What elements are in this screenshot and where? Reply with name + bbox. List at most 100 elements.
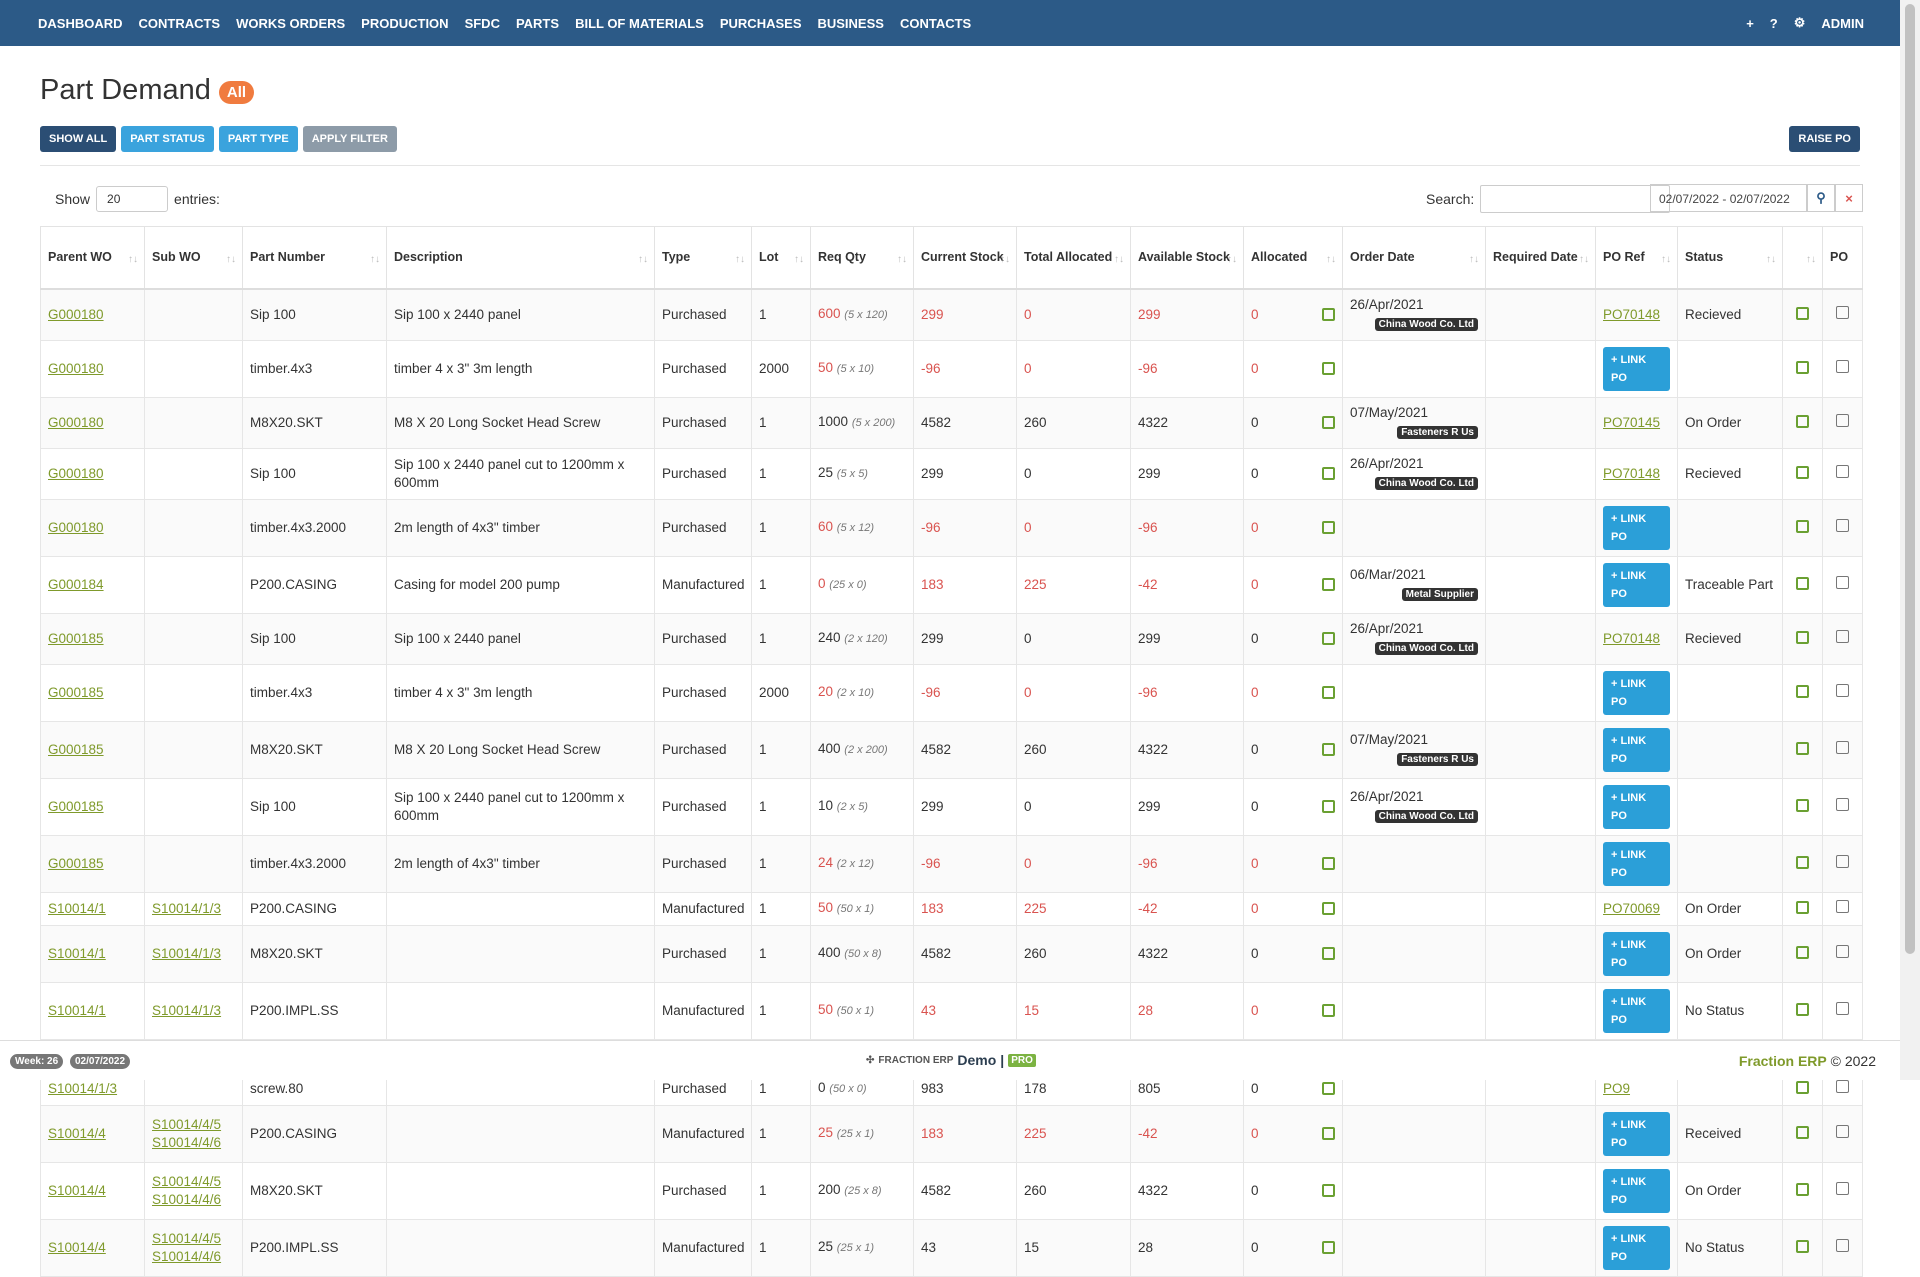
po-ref-link[interactable]: PO70148 — [1603, 306, 1661, 322]
nav-item[interactable]: SFDC — [464, 15, 500, 31]
search-button[interactable]: ⚲ — [1807, 184, 1835, 212]
edit-icon[interactable] — [1322, 361, 1335, 375]
sub-wo-link[interactable]: S10014/4/6 — [152, 1248, 222, 1264]
edit-icon[interactable] — [1796, 1080, 1809, 1094]
po-checkbox[interactable] — [1836, 854, 1849, 868]
nav-item[interactable]: BUSINESS — [817, 15, 884, 31]
parent-wo-link[interactable]: S10014/1 — [48, 1002, 106, 1018]
edit-icon[interactable] — [1322, 1183, 1335, 1197]
parent-wo-link[interactable]: G000180 — [48, 519, 104, 535]
parent-wo-link[interactable]: G000185 — [48, 741, 104, 757]
po-checkbox[interactable] — [1836, 413, 1849, 427]
parent-wo-link[interactable]: G000184 — [48, 576, 104, 592]
edit-icon[interactable] — [1322, 856, 1335, 870]
po-checkbox[interactable] — [1836, 1238, 1849, 1252]
edit-icon[interactable] — [1796, 684, 1809, 698]
edit-icon[interactable] — [1796, 741, 1809, 755]
parent-wo-link[interactable]: G000180 — [48, 306, 104, 322]
link-po-button[interactable]: LINK PO — [1603, 841, 1670, 886]
link-po-button[interactable]: LINK PO — [1603, 1225, 1670, 1270]
date-range[interactable]: 02/07/2022 - 02/07/2022 — [1650, 184, 1807, 212]
sub-wo-link[interactable]: S10014/1/3 — [152, 900, 222, 916]
parent-wo-link[interactable]: S10014/4 — [48, 1182, 106, 1198]
edit-icon[interactable] — [1796, 1125, 1809, 1139]
filter-button[interactable]: APPLY FILTER — [302, 126, 397, 152]
column-header[interactable]: Description — [386, 226, 655, 290]
column-header[interactable]: Req Qty — [810, 226, 914, 290]
edit-icon[interactable] — [1322, 901, 1335, 915]
po-checkbox[interactable] — [1836, 1124, 1849, 1138]
edit-icon[interactable] — [1796, 1239, 1809, 1253]
parent-wo-link[interactable]: S10014/4 — [48, 1239, 106, 1255]
column-header[interactable]: Total Allocated — [1016, 226, 1131, 290]
link-po-button[interactable]: LINK PO — [1603, 346, 1670, 391]
po-checkbox[interactable] — [1836, 1079, 1849, 1093]
edit-icon[interactable] — [1796, 576, 1809, 590]
column-header[interactable]: Required Date — [1485, 226, 1596, 290]
link-po-button[interactable]: LINK PO — [1603, 670, 1670, 715]
column-header[interactable]: Parent WO — [40, 226, 145, 290]
edit-icon[interactable] — [1796, 1002, 1809, 1016]
edit-icon[interactable] — [1796, 1182, 1809, 1196]
column-header[interactable]: Type — [654, 226, 752, 290]
edit-icon[interactable] — [1322, 1003, 1335, 1017]
settings-icon[interactable]: ⚙ — [1793, 15, 1806, 30]
parent-wo-link[interactable]: S10014/1 — [48, 900, 106, 916]
search-input[interactable] — [1480, 185, 1671, 213]
edit-icon[interactable] — [1796, 414, 1809, 428]
nav-item[interactable]: PARTS — [515, 15, 560, 31]
po-checkbox[interactable] — [1836, 944, 1849, 958]
parent-wo-link[interactable]: G000185 — [48, 798, 104, 814]
po-ref-link[interactable]: PO70148 — [1603, 630, 1661, 646]
edit-icon[interactable] — [1322, 307, 1335, 321]
help-icon[interactable]: ? — [1769, 15, 1778, 31]
sub-wo-link[interactable]: S10014/4/6 — [152, 1191, 222, 1207]
filter-button[interactable]: PART TYPE — [218, 126, 298, 152]
edit-icon[interactable] — [1322, 466, 1335, 480]
edit-icon[interactable] — [1796, 900, 1809, 914]
po-ref-link[interactable]: PO70148 — [1603, 465, 1661, 481]
edit-icon[interactable] — [1796, 630, 1809, 644]
edit-icon[interactable] — [1796, 465, 1809, 479]
link-po-button[interactable]: LINK PO — [1603, 505, 1670, 550]
parent-wo-link[interactable]: G000185 — [48, 630, 104, 646]
link-po-button[interactable]: LINK PO — [1603, 784, 1670, 829]
filter-button[interactable]: SHOW ALL — [40, 126, 117, 152]
column-header[interactable]: Part Number — [242, 226, 387, 290]
link-po-button[interactable]: LINK PO — [1603, 1111, 1670, 1156]
add-icon[interactable]: + — [1746, 15, 1754, 31]
link-po-button[interactable]: LINK PO — [1603, 988, 1670, 1033]
filter-button[interactable]: PART STATUS — [121, 126, 214, 152]
edit-icon[interactable] — [1322, 1240, 1335, 1254]
user-menu[interactable]: ADMIN — [1821, 15, 1864, 31]
edit-icon[interactable] — [1796, 945, 1809, 959]
column-header[interactable]: PO — [1822, 226, 1863, 290]
po-checkbox[interactable] — [1836, 464, 1849, 478]
edit-icon[interactable] — [1322, 946, 1335, 960]
column-header[interactable]: Allocated — [1243, 226, 1343, 290]
parent-wo-link[interactable]: G000180 — [48, 465, 104, 481]
sub-wo-link[interactable]: S10014/4/5 — [152, 1116, 222, 1132]
edit-icon[interactable] — [1322, 520, 1335, 534]
nav-item[interactable]: PRODUCTION — [361, 15, 449, 31]
scrollbar[interactable] — [1900, 0, 1920, 1080]
po-checkbox[interactable] — [1836, 683, 1849, 697]
clear-button[interactable]: × — [1835, 184, 1863, 212]
parent-wo-link[interactable]: S10014/4 — [48, 1125, 106, 1141]
edit-icon[interactable] — [1796, 306, 1809, 320]
sub-wo-link[interactable]: S10014/4/5 — [152, 1173, 222, 1189]
po-ref-link[interactable]: PO70145 — [1603, 414, 1661, 430]
edit-icon[interactable] — [1322, 1126, 1335, 1140]
po-checkbox[interactable] — [1836, 899, 1849, 913]
edit-icon[interactable] — [1796, 519, 1809, 533]
po-checkbox[interactable] — [1836, 305, 1849, 319]
po-checkbox[interactable] — [1836, 1001, 1849, 1015]
edit-icon[interactable] — [1796, 360, 1809, 374]
po-checkbox[interactable] — [1836, 518, 1849, 532]
edit-icon[interactable] — [1322, 685, 1335, 699]
column-header[interactable]: Available Stock — [1130, 226, 1244, 290]
edit-icon[interactable] — [1322, 742, 1335, 756]
sub-wo-link[interactable]: S10014/1/3 — [152, 945, 222, 961]
nav-item[interactable]: PURCHASES — [719, 15, 802, 31]
nav-item[interactable]: DASHBOARD — [38, 15, 123, 31]
